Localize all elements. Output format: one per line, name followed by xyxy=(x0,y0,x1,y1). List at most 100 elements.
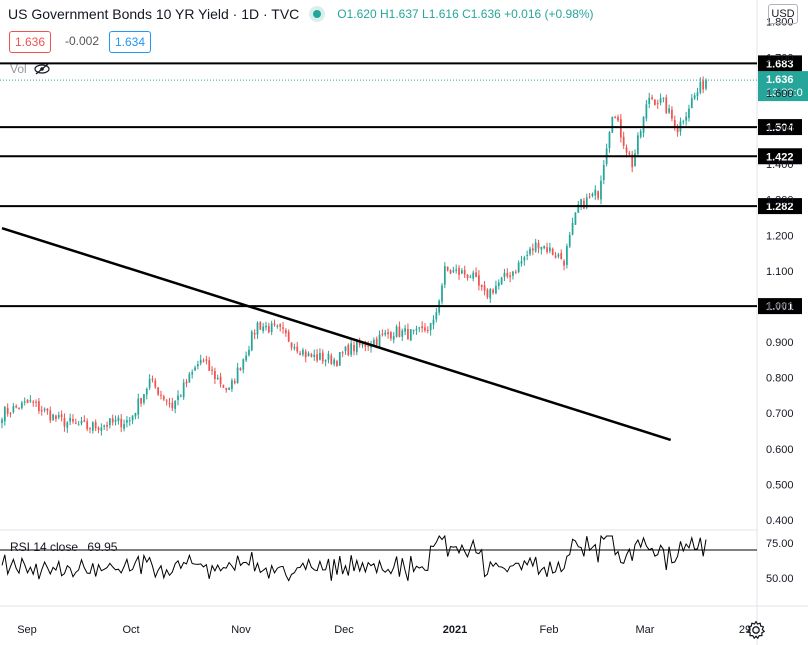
candle-body xyxy=(40,410,43,412)
market-status-icon xyxy=(313,10,322,18)
candle-body xyxy=(194,367,196,371)
candle-body xyxy=(333,359,336,365)
candle-body xyxy=(117,417,120,421)
candle-body xyxy=(651,97,653,99)
candle-body xyxy=(9,412,12,414)
candle xyxy=(455,264,458,274)
candle-body xyxy=(443,266,446,285)
candle-body xyxy=(534,242,537,252)
candle xyxy=(194,365,196,371)
candle xyxy=(685,111,688,126)
candle-body xyxy=(341,352,344,354)
candle-body xyxy=(131,415,134,421)
currency-button[interactable]: USD xyxy=(768,4,798,24)
candle xyxy=(390,331,392,341)
candle xyxy=(179,394,182,398)
candle-body xyxy=(463,269,466,275)
candle xyxy=(276,324,279,329)
candle-body xyxy=(395,326,398,337)
candle xyxy=(316,349,318,363)
candle xyxy=(693,92,696,100)
candle-body xyxy=(353,344,355,352)
candle xyxy=(537,239,540,254)
candle-body xyxy=(551,248,554,255)
candle-body xyxy=(705,80,707,89)
candle xyxy=(673,115,676,131)
candle xyxy=(302,347,304,357)
candle-body xyxy=(690,98,693,109)
candle xyxy=(350,338,353,357)
candle-body xyxy=(372,339,375,346)
candle-body xyxy=(106,424,108,427)
time-tick-label: Feb xyxy=(540,624,559,636)
last-price-tag xyxy=(758,71,808,102)
candle-body xyxy=(512,271,514,276)
candle-body xyxy=(43,408,46,411)
candle xyxy=(489,288,492,303)
gear-icon[interactable] xyxy=(746,620,766,640)
candle-body xyxy=(531,248,534,251)
candle xyxy=(540,246,543,255)
candle-body xyxy=(188,373,191,383)
candle xyxy=(310,352,313,358)
level-label: 1.683 xyxy=(766,58,794,70)
candle-body xyxy=(625,147,628,153)
time-tick-label: Nov xyxy=(231,624,251,636)
candle xyxy=(594,185,597,200)
price-tick-label: 1.000 xyxy=(766,301,794,313)
candle xyxy=(424,323,426,333)
candle-body xyxy=(682,121,685,123)
candle-body xyxy=(196,364,199,367)
candle xyxy=(145,387,148,400)
candle xyxy=(114,415,117,426)
price-tick-label: 1.300 xyxy=(766,195,794,207)
candle xyxy=(202,358,205,363)
level-tag xyxy=(758,198,802,215)
candle xyxy=(148,374,151,391)
candle-body xyxy=(276,325,279,327)
candle-body xyxy=(401,330,404,337)
candle-body xyxy=(3,406,6,422)
candle-body xyxy=(398,326,401,337)
candle-body xyxy=(49,410,52,421)
candle xyxy=(270,320,273,336)
candle xyxy=(372,337,375,347)
candle-body xyxy=(662,97,665,99)
candle-body xyxy=(83,420,86,422)
candle-body xyxy=(91,422,94,431)
candle-body xyxy=(324,359,327,362)
candle xyxy=(583,197,585,210)
rsi-legend: RSI 14 close 69.95 xyxy=(10,540,117,554)
symbol-title[interactable]: US Government Bonds 10 YR Yield · 1D · T… xyxy=(8,6,300,22)
rsi-value: 69.95 xyxy=(87,540,118,554)
buy-price-button[interactable]: 1.634 xyxy=(109,31,152,53)
candle xyxy=(475,267,477,278)
candle xyxy=(231,378,233,393)
candle xyxy=(497,279,500,290)
candle xyxy=(296,341,299,354)
candle-body xyxy=(316,354,318,361)
candle xyxy=(160,390,162,400)
candle-body xyxy=(26,399,29,404)
candle xyxy=(279,323,282,332)
candle-body xyxy=(182,382,185,398)
candle-body xyxy=(639,131,642,137)
candle xyxy=(103,424,106,431)
candle xyxy=(265,321,267,331)
candle-body xyxy=(676,127,679,133)
eye-hidden-icon[interactable] xyxy=(33,63,51,75)
candle-body xyxy=(214,371,216,379)
candle xyxy=(162,394,165,402)
candle-body xyxy=(145,388,148,395)
candle xyxy=(520,255,523,267)
sell-price-button[interactable]: 1.636 xyxy=(9,31,52,53)
candle-body xyxy=(151,378,154,380)
candle-body xyxy=(392,336,395,340)
candle xyxy=(546,242,548,254)
candle-body xyxy=(330,355,333,364)
candle-body xyxy=(23,401,26,403)
volume-indicator[interactable]: Vol xyxy=(10,62,51,76)
candle xyxy=(435,308,438,323)
